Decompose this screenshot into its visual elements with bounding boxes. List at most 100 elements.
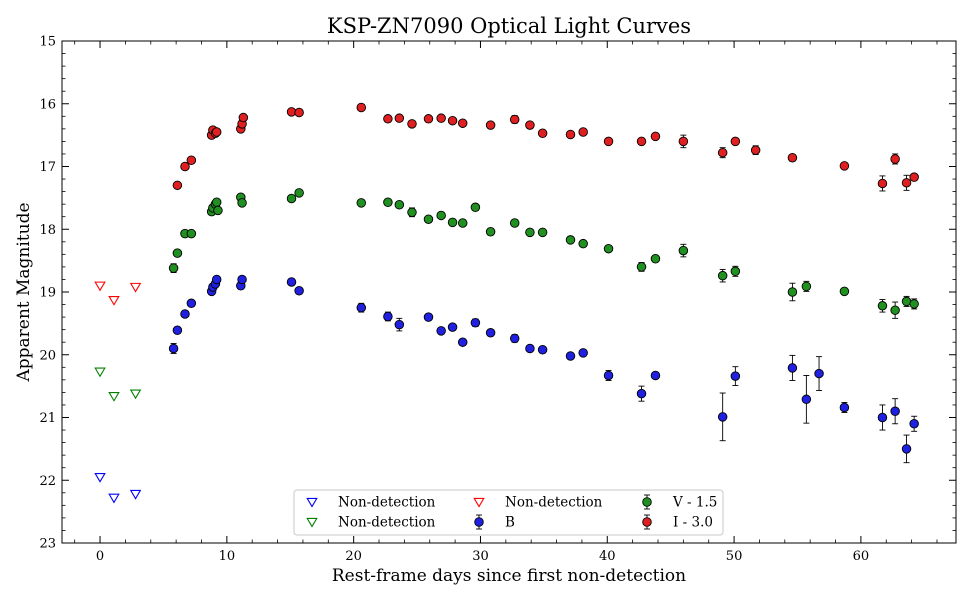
legend-label: Non-detection [338, 515, 436, 531]
x-tick-label: 40 [599, 549, 616, 564]
data-point [286, 277, 297, 287]
data-point [890, 305, 900, 315]
data-point [730, 266, 741, 277]
data-point [678, 245, 689, 256]
legend-label: V - 1.5 [672, 495, 717, 511]
data-point [525, 343, 535, 354]
data-point [394, 200, 405, 210]
upper-limit-marker [108, 493, 120, 504]
data-point [383, 197, 393, 208]
data-point [168, 263, 179, 273]
data-point [436, 210, 446, 221]
data-point [457, 218, 468, 228]
x-tick-label: 0 [96, 549, 104, 564]
upper-limit-marker [129, 282, 142, 293]
y-tick-label: 23 [39, 537, 56, 552]
data-point [383, 311, 393, 322]
legend-label: B [505, 515, 515, 531]
legend: Non-detection Non-detection Non-detection B… [293, 489, 724, 536]
data-point [717, 147, 728, 158]
chart-title: KSP-ZN7090 Optical Light Curves [327, 14, 691, 38]
data-point [436, 326, 446, 336]
data-point [485, 328, 496, 338]
legend-frame [293, 489, 724, 536]
data-point [901, 178, 912, 188]
data-point [436, 113, 446, 123]
data-point [211, 127, 222, 137]
data-point [678, 136, 689, 147]
legend-label: Non-detection [505, 495, 603, 511]
data-point [839, 402, 850, 413]
y-tick-label: 22 [39, 474, 56, 489]
upper-limit-marker [108, 296, 120, 306]
x-axis-label: Rest-frame days since first non-detectio… [332, 566, 686, 586]
data-point [578, 127, 588, 137]
data-point [890, 406, 900, 416]
data-point [356, 198, 367, 208]
data-point [423, 114, 434, 124]
data-point [839, 286, 850, 297]
data-point [787, 287, 798, 297]
data-point [447, 217, 458, 228]
data-point [294, 285, 304, 296]
data-point [447, 322, 458, 332]
data-point [877, 301, 888, 311]
y-tick-label: 20 [39, 348, 56, 363]
x-tick-label: 60 [853, 549, 870, 564]
data-point [237, 274, 247, 285]
upper-limit-marker [94, 367, 106, 378]
series-4 [168, 188, 919, 319]
data-point [578, 238, 588, 249]
data-point [423, 312, 434, 322]
x-tick-label: 10 [219, 549, 236, 564]
series-2 [94, 281, 142, 306]
y-tick-label: 16 [39, 97, 56, 112]
data-point [909, 419, 919, 429]
y-tick-label: 17 [39, 160, 56, 175]
data-point [603, 136, 614, 147]
data-point [186, 228, 197, 239]
data-point [211, 197, 222, 208]
data-point [356, 102, 367, 113]
x-tick-label: 30 [472, 549, 489, 564]
legend-marker [474, 517, 484, 527]
data-point [168, 343, 179, 354]
data-point [172, 180, 183, 191]
legend-label: I - 3.0 [673, 515, 713, 531]
data-point [509, 218, 520, 228]
data-point [447, 115, 458, 126]
data-point [801, 394, 812, 405]
upper-limit-marker [129, 489, 142, 500]
data-point [294, 107, 304, 118]
data-point [286, 193, 297, 204]
series-3 [168, 274, 919, 464]
data-point [801, 281, 812, 292]
data-point [650, 253, 661, 264]
y-tick-label: 21 [39, 411, 56, 426]
data-point [537, 344, 548, 355]
data-point [407, 119, 417, 129]
data-point [603, 370, 614, 381]
data-point [180, 309, 190, 319]
data-point [394, 319, 405, 330]
data-point [407, 207, 417, 218]
data-point [356, 302, 367, 313]
data-point [186, 298, 197, 309]
data-point [213, 205, 223, 216]
data-point [909, 299, 919, 309]
data-point [890, 154, 900, 164]
legend-marker [306, 497, 318, 508]
data-point [636, 136, 647, 147]
data-point [565, 235, 576, 245]
data-point [787, 363, 798, 373]
data-point [839, 161, 850, 171]
data-point [457, 337, 468, 347]
legend-label: Non-detection [338, 495, 436, 511]
upper-limit-marker [94, 281, 106, 292]
data-point [750, 145, 761, 155]
data-point [423, 214, 434, 224]
y-tick-label: 15 [39, 35, 56, 50]
legend-marker [642, 517, 652, 527]
data-point [787, 152, 798, 163]
data-point [394, 113, 405, 123]
